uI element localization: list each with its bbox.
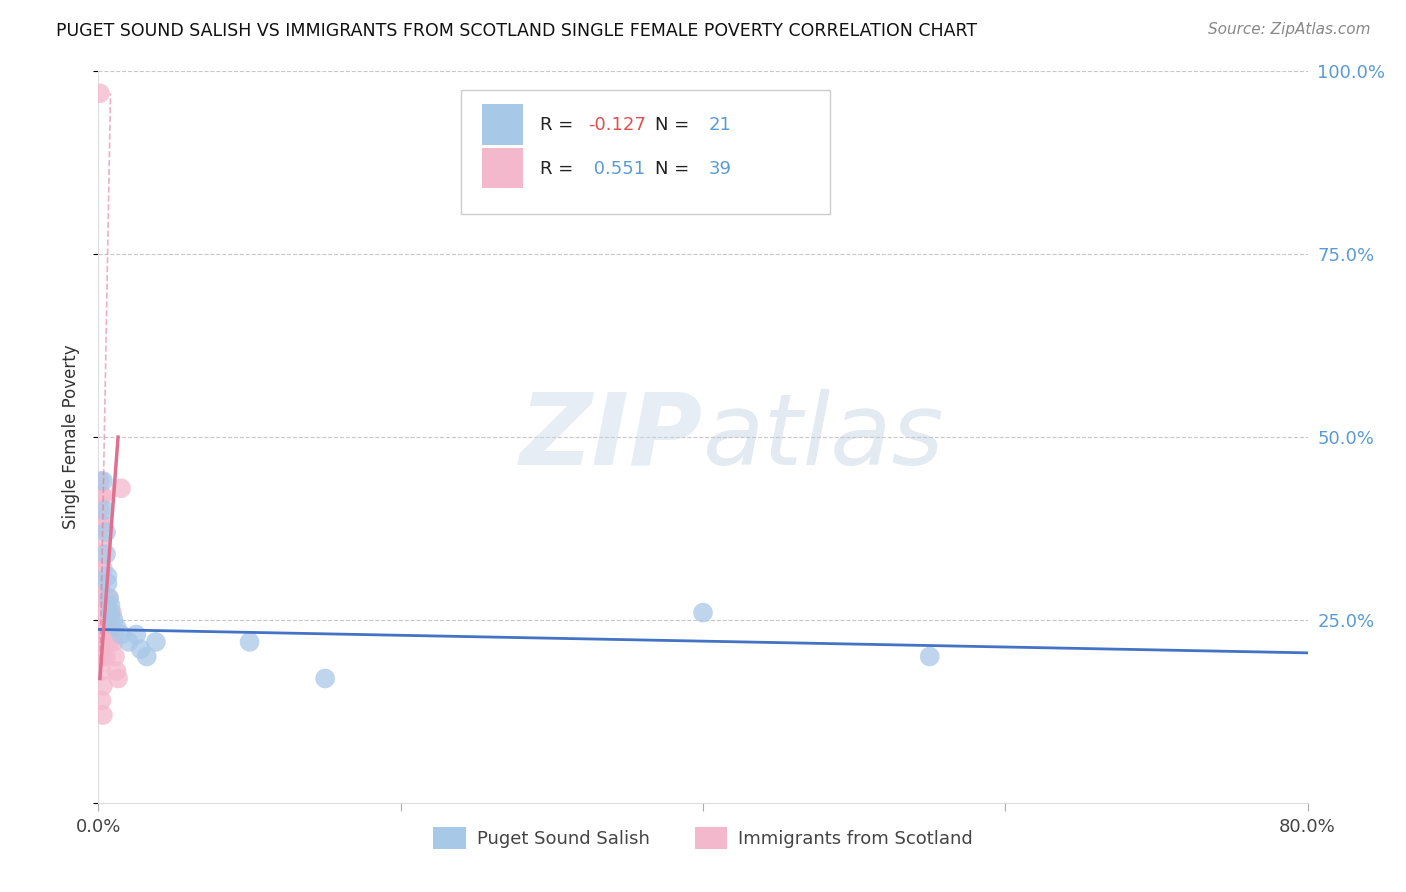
Point xyxy=(91,489,114,503)
FancyBboxPatch shape xyxy=(461,90,830,214)
Point xyxy=(94,525,117,540)
Point xyxy=(90,693,112,707)
Point xyxy=(90,547,112,561)
Point xyxy=(918,649,941,664)
Text: 21: 21 xyxy=(709,116,733,134)
Point xyxy=(90,489,112,503)
Point xyxy=(145,635,167,649)
Point xyxy=(118,635,141,649)
Point xyxy=(96,569,118,583)
Point xyxy=(107,672,129,686)
Point xyxy=(89,503,111,517)
Point xyxy=(89,87,111,101)
Text: Source: ZipAtlas.com: Source: ZipAtlas.com xyxy=(1208,22,1371,37)
Point xyxy=(104,649,127,664)
Point xyxy=(91,562,114,576)
Point xyxy=(91,679,114,693)
Point xyxy=(314,672,336,686)
Point xyxy=(129,642,152,657)
Bar xyxy=(482,148,523,188)
Point xyxy=(105,664,128,678)
Point xyxy=(89,562,111,576)
Point xyxy=(98,635,121,649)
Point xyxy=(89,620,111,634)
Point xyxy=(101,606,124,620)
Text: N =: N = xyxy=(655,160,695,178)
Point xyxy=(103,613,125,627)
Point xyxy=(110,481,132,495)
Bar xyxy=(482,104,523,145)
Text: 0.551: 0.551 xyxy=(588,160,645,178)
Point xyxy=(94,649,117,664)
Text: ZIP: ZIP xyxy=(520,389,703,485)
Point xyxy=(93,503,115,517)
Point xyxy=(96,620,118,634)
Point xyxy=(91,591,114,605)
Point xyxy=(91,620,114,634)
Legend: Puget Sound Salish, Immigrants from Scotland: Puget Sound Salish, Immigrants from Scot… xyxy=(426,820,980,856)
Text: R =: R = xyxy=(540,160,579,178)
Point xyxy=(93,591,115,605)
Point xyxy=(98,591,121,605)
Point xyxy=(94,547,117,561)
Text: -0.127: -0.127 xyxy=(588,116,645,134)
Point xyxy=(91,649,114,664)
Point xyxy=(90,664,112,678)
Point xyxy=(96,576,118,591)
Point xyxy=(135,649,157,664)
Point xyxy=(90,576,112,591)
Point xyxy=(103,635,125,649)
Text: PUGET SOUND SALISH VS IMMIGRANTS FROM SCOTLAND SINGLE FEMALE POVERTY CORRELATION: PUGET SOUND SALISH VS IMMIGRANTS FROM SC… xyxy=(56,22,977,40)
Text: R =: R = xyxy=(540,116,579,134)
Text: 39: 39 xyxy=(709,160,733,178)
Point xyxy=(239,635,262,649)
Point xyxy=(89,591,111,605)
Text: atlas: atlas xyxy=(703,389,945,485)
Point xyxy=(100,606,122,620)
Point xyxy=(105,620,128,634)
Text: N =: N = xyxy=(655,116,695,134)
Point xyxy=(90,635,112,649)
Point xyxy=(90,606,112,620)
Point xyxy=(110,627,132,641)
Point xyxy=(93,635,115,649)
Point xyxy=(90,517,112,532)
Point xyxy=(89,635,111,649)
Point xyxy=(91,517,114,532)
Point xyxy=(692,606,714,620)
Point xyxy=(94,606,117,620)
Point xyxy=(89,474,111,488)
Point xyxy=(100,599,122,613)
Point xyxy=(125,627,148,641)
Point xyxy=(89,649,111,664)
Point xyxy=(91,474,114,488)
Y-axis label: Single Female Poverty: Single Female Poverty xyxy=(62,345,80,529)
Point xyxy=(91,708,114,723)
Point xyxy=(100,620,122,634)
Point xyxy=(89,533,111,547)
Point xyxy=(98,591,121,605)
